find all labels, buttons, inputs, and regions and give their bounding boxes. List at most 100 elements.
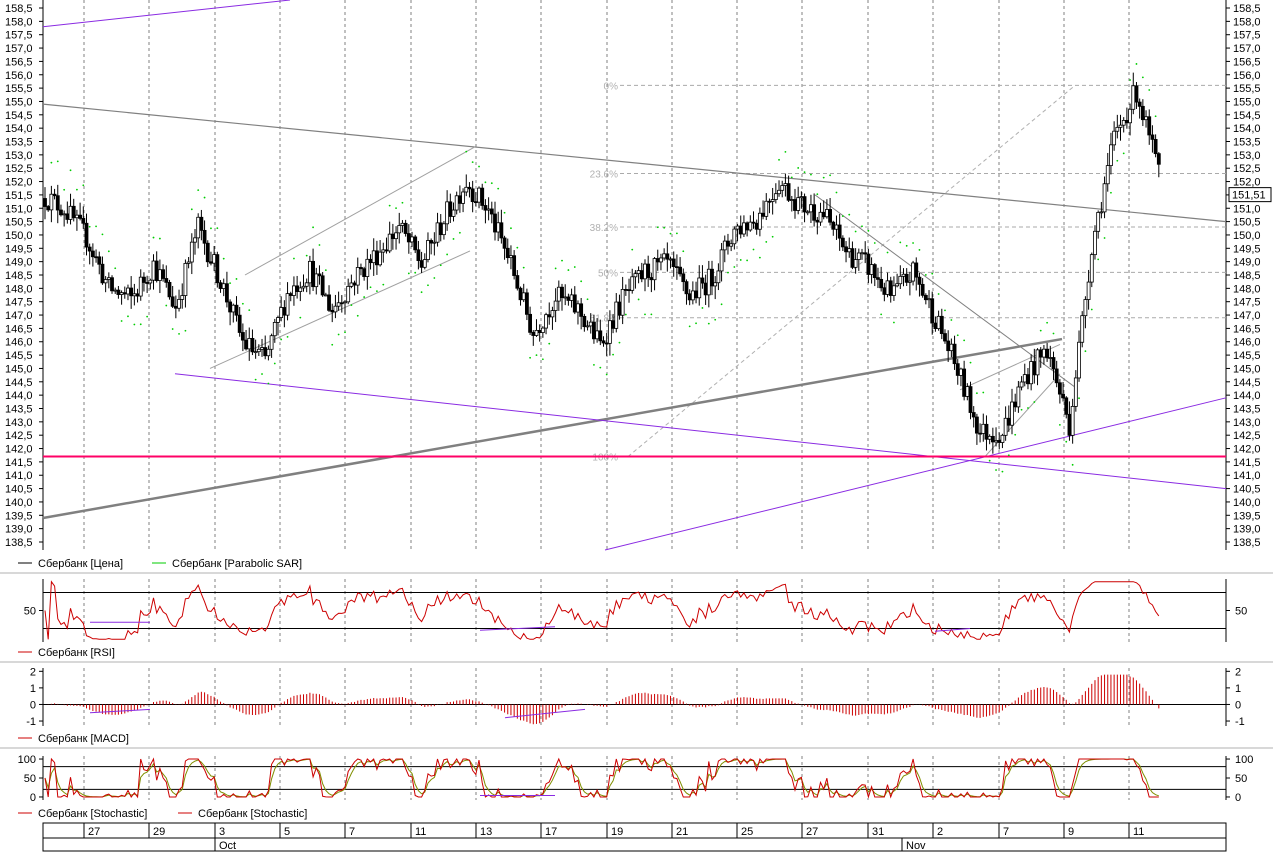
candle-body [892,285,896,296]
candle-body [505,247,510,259]
sar-dot [1084,350,1087,353]
candle-body [793,199,797,211]
candle-body [161,269,165,279]
candle-body [94,256,98,259]
y-tick-label-left: 155,0 [5,96,33,108]
sar-dot [522,266,525,269]
candle-body [1073,377,1078,407]
sar-dot [484,181,487,184]
sar-dot [905,244,908,247]
candle-body [1156,153,1161,165]
candle-body [888,280,893,296]
candle-body [477,187,481,203]
sar-dot [975,392,978,395]
candle-body [700,277,705,284]
date-tick-label: 7 [1003,826,1009,838]
candle-body [729,243,734,247]
candle-body [365,258,370,277]
candle-body [279,307,284,318]
sar-dot [995,469,997,471]
sar-dot [146,315,149,318]
candle-body [582,315,587,328]
legend-price: Сбербанк [Цена] [38,558,123,570]
y-tick-label-right: 152,5 [1233,163,1261,175]
candle-body [288,293,293,296]
candle-body [1035,349,1040,376]
y-tick-label-left: 146,5 [5,323,33,335]
candle-body [710,268,714,287]
candle-body [193,237,197,243]
y-tick-label-left: 154,5 [5,110,33,122]
candle-body [352,282,357,286]
candle-body [735,225,740,230]
y-tick-label-left: 142,0 [5,444,33,456]
candle-body [863,252,868,255]
y-tick-label-right: 157,5 [1233,30,1261,42]
y-tick-label-left: 140,5 [5,484,33,496]
candle-body [381,249,386,253]
candle-body [375,250,379,266]
candle-body [346,285,351,303]
y-tick-label-right: 142,5 [1233,430,1261,442]
sar-dot [439,264,442,267]
sar-dot [739,259,742,261]
candle-body [860,252,864,255]
sar-dot [344,331,346,334]
sar-dot [695,322,697,325]
candle-body [761,212,765,217]
candle-body [1006,417,1011,426]
date-tick-label: 11 [415,826,426,838]
sar-dot [580,280,583,283]
candle-body [333,305,338,313]
candle-body [620,289,625,316]
month-label: Nov [906,840,926,852]
candle-body [879,278,884,289]
sar-dot [312,226,314,229]
sar-dot [69,169,72,172]
candle-body [1032,361,1037,376]
sar-dot [1110,191,1112,194]
date-tick-label: 5 [284,826,290,838]
candle-body [378,251,383,266]
candle-body [812,204,817,221]
candle-body [1054,368,1059,384]
y-tick-label-right: 156,5 [1233,56,1261,68]
y-tick-label-right: 155,5 [1233,83,1261,95]
candle-body [668,258,673,261]
y-tick-label-left: 154,0 [5,123,33,135]
candle-body [512,255,517,276]
candle-body [1150,134,1155,140]
candle-body [461,191,465,204]
y-tick-label-left: 144,5 [5,377,33,389]
sar-dot [1046,321,1049,324]
sar-dot [127,315,129,318]
sar-dot [414,271,417,274]
candle-body [560,286,564,299]
sar-dot [152,236,155,239]
candle-body [173,305,178,309]
stoch-tick-label-right: 50 [1235,773,1247,785]
y-tick-label-left: 152,0 [5,177,33,189]
sar-dot [388,204,391,207]
sar-dot [758,256,761,259]
fib-diagonal [627,85,1076,457]
date-tick-label: 13 [480,826,492,838]
y-tick-label-right: 145,5 [1233,350,1261,362]
sar-dot [529,356,531,359]
candle-body [623,289,628,291]
y-tick-label-right: 158,5 [1233,3,1261,15]
candle-body [904,273,909,283]
candle-body [809,204,813,213]
candle-body [614,301,619,329]
candle-body [1153,138,1158,155]
y-tick-label-right: 141,5 [1233,457,1261,469]
candle-body [831,221,836,230]
last-price-box [1228,187,1272,203]
sar-dot [797,167,800,169]
macd-tick-label-left: 1 [30,683,36,695]
candle-body [1128,108,1132,124]
candle-body [116,289,121,295]
candle-body [1013,401,1018,408]
candle-body [81,218,86,224]
